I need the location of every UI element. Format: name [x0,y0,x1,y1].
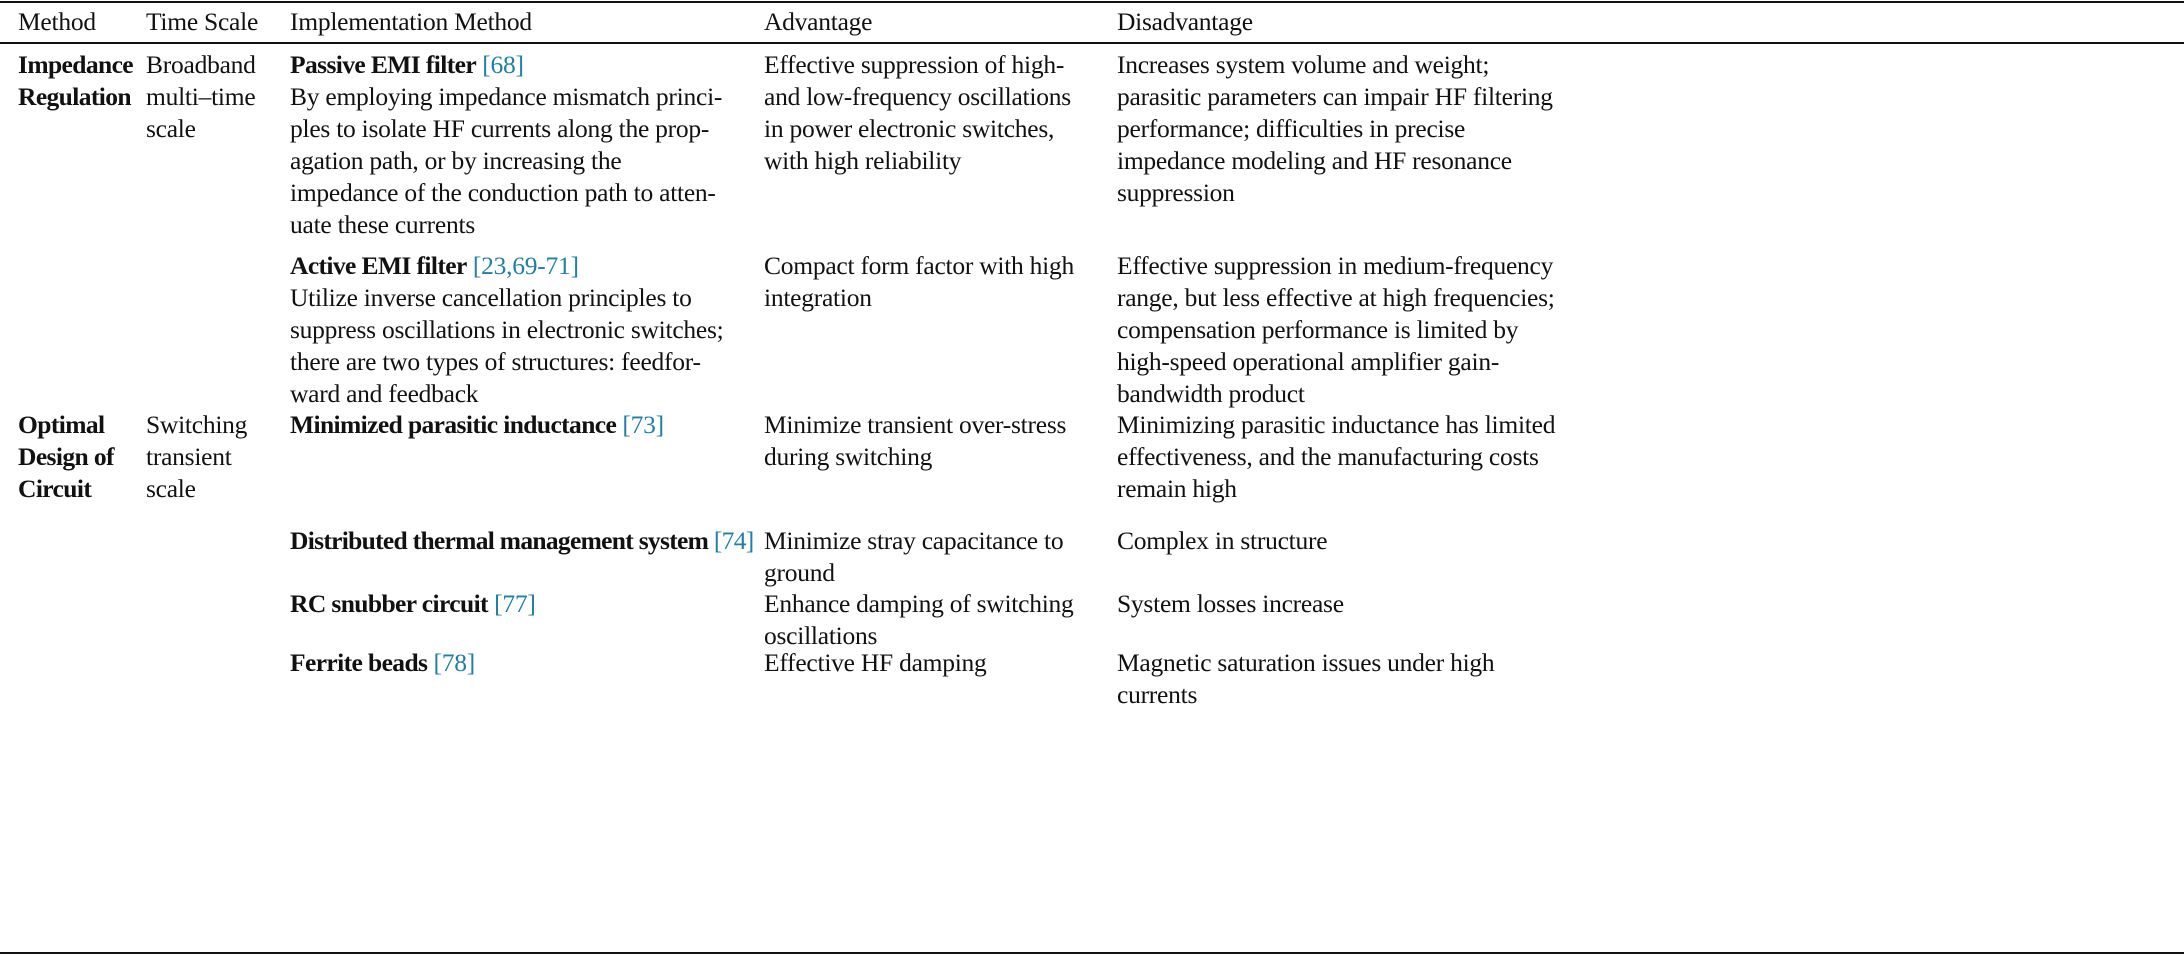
disadvantage-cell-line: Effective suppression in medium-frequenc… [1117,251,1554,280]
disadvantage-cell-line: compensation performance is limited by [1117,315,1519,344]
implementation-title: Active EMI filter [290,251,467,280]
citation-link[interactable]: [23,69-71] [466,251,579,280]
time-scale-cell-line: scale [146,474,196,503]
advantage-cell-line: Minimize stray capacitance to [764,526,1064,555]
time-scale-cell-line: scale [146,114,196,143]
time-scale-cell-line: Broadband [146,50,256,79]
implementation-desc-line: suppress oscillations in electronic swit… [290,315,724,344]
implementation-desc-line: agation path, or by increasing the [290,146,622,175]
time-scale-cell-line: Switching [146,410,248,439]
implementation-desc-line: uate these currents [290,210,475,239]
header-time-scale: Time Scale [146,7,259,36]
method-cell-line: Optimal [18,410,105,439]
implementation-title-line: RC snubber circuit [77] [290,588,536,620]
disadvantage-cell-line: suppression [1117,178,1235,207]
disadvantage-cell: Minimizing parasitic inductance has limi… [1117,409,1555,505]
advantage-cell-line: during switching [764,442,933,471]
disadvantage-cell: Complex in structure [1117,525,1328,557]
implementation-title-line: Distributed thermal management system [7… [290,525,754,557]
disadvantage-cell-line: Complex in structure [1117,526,1328,555]
implementation-desc-line: impedance of the conduction path to atte… [290,178,716,207]
header-implementation-method: Implementation Method [290,7,532,36]
disadvantage-cell-line: bandwidth product [1117,379,1305,408]
advantage-cell-line: oscillations [764,621,878,650]
advantage-cell-line: Effective suppression of high- [764,50,1065,79]
method-cell-line: Design of [18,442,114,471]
advantage-cell-line: Enhance damping of switching [764,589,1074,618]
disadvantage-cell-line: range, but less effective at high freque… [1117,283,1555,312]
header-disadvantage: Disadvantage [1117,7,1253,36]
implementation-cell: Active EMI filter [23,69-71] Utilize inve… [290,250,724,410]
method-cell-line: Circuit [18,474,92,503]
implementation-title: Distributed thermal management system [290,526,709,555]
implementation-cell: Minimized parasitic inductance [73] [290,409,664,441]
implementation-title: RC snubber circuit [290,589,489,618]
implementation-desc-line: ples to isolate HF currents along the pr… [290,114,710,143]
citation-link[interactable]: [77] [487,589,536,618]
advantage-cell-line: with high reliability [764,146,962,175]
advantage-cell-line: ground [764,558,835,587]
disadvantage-cell-line: currents [1117,680,1198,709]
disadvantage-cell: System losses increase [1117,588,1344,620]
citation-link[interactable]: [68] [476,50,524,79]
advantage-cell: Effective HF damping [764,647,987,679]
disadvantage-cell-line: impedance modeling and HF resonance [1117,146,1512,175]
implementation-cell: Ferrite beads [78] [290,647,475,679]
implementation-cell: Passive EMI filter [68] By employing impe… [290,49,722,241]
advantage-cell-line: Minimize transient over-stress [764,410,1067,439]
advantage-cell: Minimize stray capacitance to ground [764,525,1064,589]
implementation-title-line: Ferrite beads [78] [290,647,475,679]
disadvantage-cell-line: remain high [1117,474,1237,503]
method-cell: Impedance Regulation [18,49,134,113]
disadvantage-cell: Effective suppression in medium-frequenc… [1117,250,1555,410]
citation-link[interactable]: [74] [708,526,754,555]
header-rule [0,42,2184,44]
advantage-cell-line: integration [764,283,872,312]
implementation-title: Minimized parasitic inductance [290,410,617,439]
disadvantage-cell-line: effectiveness, and the manufacturing cos… [1117,442,1539,471]
implementation-title: Passive EMI filter [290,50,477,79]
disadvantage-cell-line: Minimizing parasitic inductance has limi… [1117,410,1556,439]
method-cell: Optimal Design of Circuit [18,409,114,505]
advantage-cell-line: in power electronic switches, [764,114,1055,143]
disadvantage-cell: Magnetic saturation issues under high cur… [1117,647,1495,711]
advantage-cell: Enhance damping of switching oscillations [764,588,1074,652]
implementation-desc-line: ward and feedback [290,379,479,408]
implementation-desc-line: Utilize inverse cancellation principles … [290,283,692,312]
disadvantage-cell-line: parasitic parameters can impair HF filte… [1117,82,1553,111]
implementation-title: Ferrite beads [290,648,428,677]
time-scale-cell-line: transient [146,442,232,471]
advantage-cell: Minimize transient over-stress during swi… [764,409,1066,473]
advantage-cell: Compact form factor with high integration [764,250,1074,314]
disadvantage-cell-line: Magnetic saturation issues under high [1117,648,1495,677]
implementation-title-line: Active EMI filter [23,69-71] [290,250,724,282]
implementation-cell: Distributed thermal management system [7… [290,525,754,557]
disadvantage-cell-line: performance; difficulties in precise [1117,114,1466,143]
disadvantage-cell: Increases system volume and weight; paras… [1117,49,1553,209]
header-method: Method [18,7,96,36]
method-cell-line: Impedance [18,50,134,79]
time-scale-cell: Switching transient scale [146,409,247,505]
top-rule [0,1,2184,3]
implementation-title-line: Passive EMI filter [68] [290,49,722,81]
citation-link[interactable]: [78] [427,648,475,677]
advantage-cell: Effective suppression of high-and low-fr… [764,49,1071,177]
time-scale-cell-line: multi–time [146,82,256,111]
citation-link[interactable]: [73] [616,410,664,439]
header-advantage: Advantage [764,7,873,36]
implementation-desc-line: By employing impedance mismatch princi- [290,82,723,111]
disadvantage-cell-line: Increases system volume and weight; [1117,50,1490,79]
advantage-cell-line: Effective HF damping [764,648,987,677]
time-scale-cell: Broadband multi–time scale [146,49,256,145]
implementation-cell: RC snubber circuit [77] [290,588,536,620]
advantage-cell-line: and low-frequency oscillations [764,82,1071,111]
method-cell-line: Regulation [18,82,132,111]
implementation-desc-line: there are two types of structures: feedf… [290,347,701,376]
disadvantage-cell-line: System losses increase [1117,589,1344,618]
disadvantage-cell-line: high-speed operational amplifier gain- [1117,347,1500,376]
bottom-rule [0,952,2184,954]
implementation-title-line: Minimized parasitic inductance [73] [290,409,664,441]
advantage-cell-line: Compact form factor with high [764,251,1075,280]
